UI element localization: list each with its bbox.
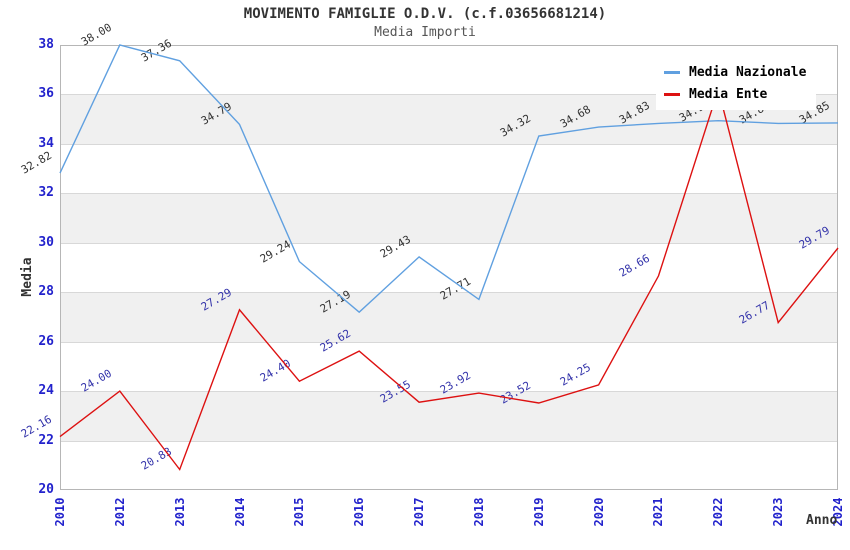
x-tick-label: 2015	[292, 497, 307, 527]
y-tick-label: 28	[38, 284, 54, 300]
plot-area-border	[60, 45, 838, 490]
y-tick-label: 20	[38, 482, 54, 497]
y-tick-label: 36	[38, 86, 54, 102]
legend: Media Nazionale Media Ente	[656, 56, 817, 110]
y-tick-label: 30	[38, 234, 54, 250]
x-tick-label: 2023	[771, 497, 786, 527]
y-tick-label: 24	[38, 383, 54, 399]
legend-swatch-media-ente	[664, 92, 680, 96]
y-tick-label: 38	[38, 37, 54, 52]
x-tick-label: 2016	[352, 497, 367, 527]
x-tick-label: 2013	[172, 497, 187, 527]
y-tick-label: 22	[38, 432, 54, 448]
chart-title: MOVIMENTO FAMIGLIE O.D.V. (c.f.036566812…	[243, 6, 607, 22]
y-tick-label: 34	[38, 135, 54, 151]
y-tick-label: 32	[38, 185, 54, 201]
y-axis-title: Media	[20, 257, 35, 297]
legend-label: Media Ente	[689, 86, 768, 102]
x-tick-label: 2020	[591, 497, 606, 527]
data-label: 32.82	[18, 148, 54, 177]
y-tick-label: 26	[38, 333, 54, 349]
x-tick-label: 2012	[112, 497, 127, 527]
x-tick-label: 2010	[53, 497, 67, 527]
x-tick-label: 2021	[651, 497, 666, 527]
x-tick-label: 2022	[711, 497, 726, 527]
x-axis-title: Anno	[806, 513, 838, 528]
legend-swatch-media-nazionale	[664, 70, 680, 74]
x-tick-label: 2017	[412, 497, 427, 527]
x-tick-label: 2014	[232, 497, 247, 527]
chart-subtitle: Media Importi	[374, 25, 476, 40]
legend-item: Media Ente	[664, 83, 806, 105]
x-tick-label: 2018	[471, 497, 486, 527]
legend-label: Media Nazionale	[689, 64, 807, 80]
legend-item: Media Nazionale	[664, 61, 806, 83]
x-tick-label: 2019	[531, 497, 546, 527]
